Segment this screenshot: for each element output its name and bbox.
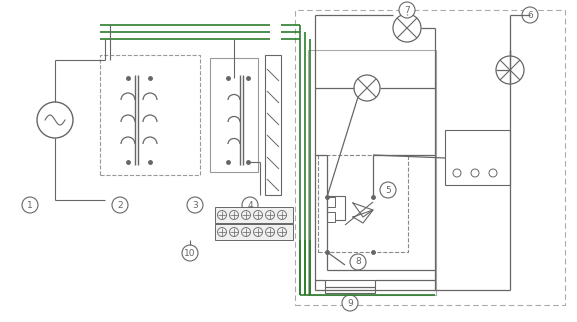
Circle shape: [22, 197, 38, 213]
Text: 9: 9: [347, 298, 353, 308]
Circle shape: [350, 254, 366, 270]
Circle shape: [278, 228, 287, 236]
Circle shape: [230, 211, 238, 220]
Circle shape: [242, 197, 258, 213]
Circle shape: [278, 211, 287, 220]
Circle shape: [496, 56, 524, 84]
Circle shape: [253, 228, 263, 236]
Circle shape: [218, 228, 227, 236]
Text: 4: 4: [247, 201, 253, 210]
Bar: [210, 58, 258, 172]
Circle shape: [37, 102, 73, 138]
Circle shape: [242, 211, 250, 220]
Bar: [215, 224, 293, 240]
Bar: [327, 212, 335, 222]
Bar: [265, 55, 281, 195]
Circle shape: [112, 197, 128, 213]
Text: 10: 10: [184, 249, 196, 258]
Circle shape: [265, 228, 275, 236]
Circle shape: [399, 2, 415, 18]
Text: 5: 5: [385, 185, 391, 194]
Text: 3: 3: [192, 201, 198, 210]
Circle shape: [522, 7, 538, 23]
Bar: [295, 10, 565, 305]
Circle shape: [242, 228, 250, 236]
Circle shape: [342, 295, 358, 311]
Text: 8: 8: [355, 258, 361, 267]
Bar: [100, 55, 200, 175]
Bar: [215, 207, 293, 223]
Circle shape: [354, 75, 380, 101]
Circle shape: [253, 211, 263, 220]
Circle shape: [471, 169, 479, 177]
Text: 7: 7: [404, 5, 410, 14]
Circle shape: [393, 14, 421, 42]
Circle shape: [182, 245, 198, 261]
Circle shape: [218, 211, 227, 220]
Circle shape: [453, 169, 461, 177]
Bar: [327, 196, 345, 220]
Circle shape: [380, 182, 396, 198]
Bar: [325, 280, 375, 293]
Circle shape: [230, 228, 238, 236]
Bar: [445, 130, 510, 185]
Circle shape: [489, 169, 497, 177]
Circle shape: [187, 197, 203, 213]
Text: 6: 6: [527, 11, 533, 20]
Bar: [308, 50, 436, 295]
Circle shape: [265, 211, 275, 220]
Bar: [327, 197, 335, 207]
Text: 1: 1: [27, 201, 33, 210]
Bar: [318, 155, 408, 252]
Text: 2: 2: [117, 201, 123, 210]
